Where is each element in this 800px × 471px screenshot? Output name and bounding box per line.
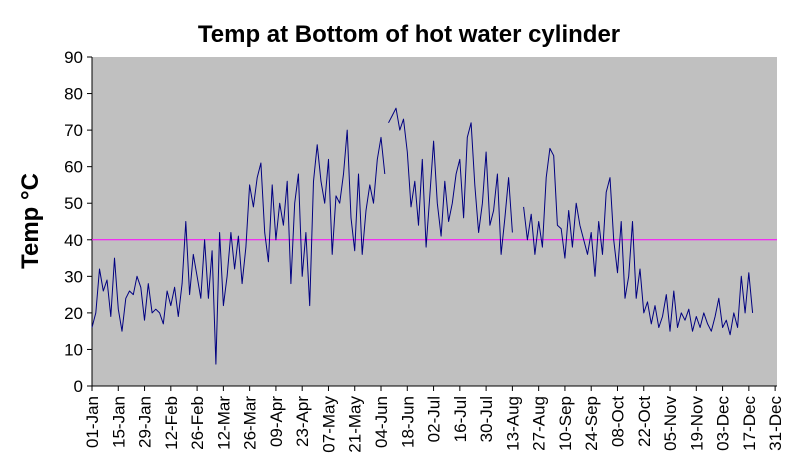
y-tick-label: 40 [64, 231, 83, 250]
y-tick-label: 80 [64, 85, 83, 104]
y-tick-label: 10 [64, 340, 83, 359]
x-tick-label: 19-Nov [687, 396, 706, 451]
y-tick-label: 90 [64, 48, 83, 67]
x-tick-label: 16-Jul [451, 396, 470, 442]
x-tick-label: 17-Dec [740, 396, 759, 451]
x-tick-label: 12-Mar [214, 396, 233, 450]
chart-title: Temp at Bottom of hot water cylinder [198, 21, 620, 48]
x-tick-labels: 01-Jan 15-Jan 29-Jan 12-Feb 26-Feb 12-Mar 26-M… [83, 396, 785, 453]
x-tick-label: 26-Mar [241, 396, 260, 450]
x-tick-label: 18-Jun [398, 396, 417, 448]
x-tick-label: 13-Aug [503, 396, 522, 451]
y-tick-labels: 0 10 20 30 40 50 60 70 80 90 [64, 48, 83, 396]
x-tick-label: 07-May [319, 396, 338, 453]
y-axis-label: Temp °C [17, 173, 44, 269]
x-tick-label: 12-Feb [162, 396, 181, 450]
x-tick-label: 31-Dec [766, 396, 785, 451]
y-tick-label: 50 [64, 194, 83, 213]
x-tick-label: 29-Jan [136, 396, 155, 448]
x-tick-label: 15-Jan [109, 396, 128, 448]
x-tick-label: 08-Oct [608, 396, 627, 447]
x-tick-label: 21-May [346, 396, 365, 453]
series-layer [91, 107, 754, 365]
x-tick-label: 02-Jul [425, 396, 444, 442]
y-tick-label: 20 [64, 304, 83, 323]
x-tick-label: 23-Apr [293, 396, 312, 447]
x-tick-label: 10-Sep [556, 396, 575, 451]
y-tick-label: 0 [74, 377, 83, 396]
x-tick-label: 05-Nov [661, 396, 680, 451]
x-tick-label: 04-Jun [372, 396, 391, 448]
x-tick-label: 30-Jul [477, 396, 496, 442]
x-tick-label: 22-Oct [635, 396, 654, 447]
plot-area [92, 57, 777, 386]
temperature-series-line [91, 107, 754, 365]
axes [87, 56, 777, 391]
x-tick-label: 01-Jan [83, 396, 102, 448]
x-tick-label: 03-Dec [714, 396, 733, 451]
y-tick-label: 60 [64, 158, 83, 177]
y-tick-label: 70 [64, 121, 83, 140]
x-tick-label: 27-Aug [530, 396, 549, 451]
y-tick-label: 30 [64, 267, 83, 286]
x-tick-label: 09-Apr [267, 396, 286, 447]
x-tick-label: 24-Sep [582, 396, 601, 451]
x-tick-label: 26-Feb [188, 396, 207, 450]
